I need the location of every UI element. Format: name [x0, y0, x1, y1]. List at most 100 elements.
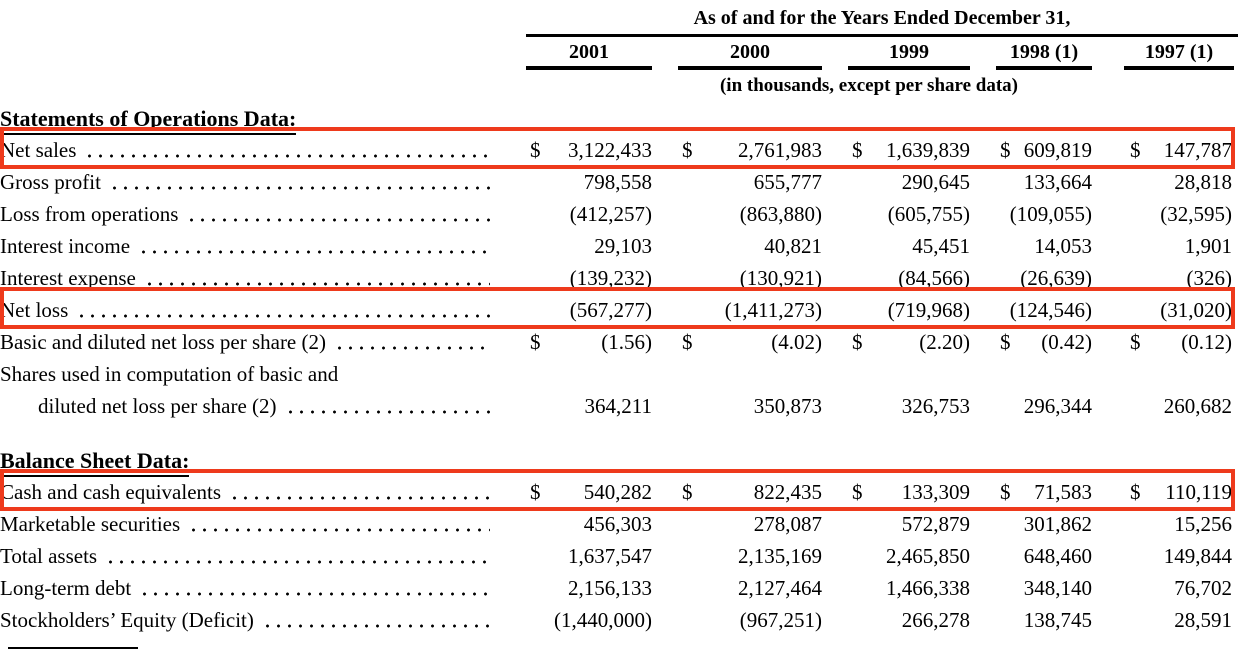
table-cell: (326)	[1092, 262, 1238, 294]
table-cell: (1,411,273)	[652, 294, 822, 326]
dollar-sign: $	[852, 480, 863, 504]
cell-value: 296,344	[1023, 394, 1092, 418]
cell-value: (1,411,273)	[724, 298, 822, 322]
table-cell: $ (0.12)	[1092, 326, 1238, 358]
table-row: diluted net loss per share (2) 364,211 3…	[0, 390, 1238, 422]
cell-value: 76,702	[1174, 576, 1232, 600]
cell-value: (32,595)	[1160, 202, 1232, 226]
cell-value: 822,435	[753, 480, 822, 504]
cell-value: 71,583	[1034, 480, 1092, 504]
row-label: Cash and cash equivalents	[0, 480, 222, 504]
year-column-header: 1999	[822, 37, 970, 70]
cell-value: 290,645	[901, 170, 970, 194]
cell-value: 648,460	[1023, 544, 1092, 568]
year-label: 2001	[526, 37, 652, 70]
table-cell: 28,591	[1092, 604, 1238, 636]
row-label: Stockholders’ Equity (Deficit)	[0, 608, 254, 632]
table-cell: $ 822,435	[652, 476, 822, 508]
table-cell: 149,844	[1092, 540, 1238, 572]
row-label: Basic and diluted net loss per share (2)	[0, 330, 326, 354]
table-row: Net loss (567,277) (1,411,273) (719,968)…	[0, 287, 1238, 329]
cell-value: 1,466,338	[886, 576, 970, 600]
table-cell: 2,135,169	[652, 540, 822, 572]
table-cell: (412,257)	[500, 198, 652, 230]
table-cell: (109,055)	[970, 198, 1092, 230]
table-cell: (605,755)	[822, 198, 970, 230]
cell-value: 456,303	[583, 512, 652, 536]
table-cell: $ 71,583	[970, 476, 1092, 508]
cell-value: (84,566)	[898, 266, 970, 290]
table-cell: 1,637,547	[500, 540, 652, 572]
cell-value: 110,119	[1165, 480, 1232, 504]
cell-value: 45,451	[912, 234, 970, 258]
cell-value: 2,127,464	[738, 576, 822, 600]
cell-value: 138,745	[1023, 608, 1092, 632]
dot-leader	[284, 390, 490, 422]
dot-leader	[76, 294, 490, 326]
row-label: Net sales	[0, 138, 77, 162]
cell-value: 28,818	[1174, 170, 1232, 194]
cell-value: 798,558	[583, 170, 652, 194]
dot-leader	[105, 540, 490, 572]
table-cell: (32,595)	[1092, 198, 1238, 230]
table-cell: (124,546)	[970, 294, 1092, 326]
table-cell: 138,745	[970, 604, 1092, 636]
cell-value: 15,256	[1174, 512, 1232, 536]
dollar-sign: $	[852, 330, 863, 354]
table-cell: (84,566)	[822, 262, 970, 294]
table-cell: 1,901	[1092, 230, 1238, 262]
table-row: Basic and diluted net loss per share (2)…	[0, 326, 1238, 358]
table-cell: (719,968)	[822, 294, 970, 326]
year-column-header: 1998 (1)	[970, 37, 1092, 70]
cell-value: 29,103	[594, 234, 652, 258]
cell-value: 133,309	[901, 480, 970, 504]
cell-value: 3,122,433	[568, 138, 652, 162]
table-row: Loss from operations (412,257) (863,880)…	[0, 198, 1238, 230]
table-row: Stockholders’ Equity (Deficit) (1,440,00…	[0, 604, 1238, 636]
table-title: As of and for the Years Ended December 3…	[526, 6, 1238, 37]
dollar-sign: $	[1000, 480, 1011, 504]
year-label: 1998 (1)	[996, 37, 1092, 70]
row-label: Marketable securities	[0, 512, 181, 536]
dot-leader	[188, 508, 490, 540]
cell-value: 149,844	[1163, 544, 1232, 568]
cell-value: 40,821	[764, 234, 822, 258]
table-cell: 2,465,850	[822, 540, 970, 572]
year-label: 2000	[678, 37, 822, 70]
table-cell: 350,873	[652, 390, 822, 422]
dot-leader	[229, 476, 490, 508]
cell-value: (1.56)	[601, 330, 652, 354]
table-cell: $ (2.20)	[822, 326, 970, 358]
table-cell: (967,251)	[652, 604, 822, 636]
table-cell: 348,140	[970, 572, 1092, 604]
cell-value: 133,664	[1023, 170, 1092, 194]
row-label: Gross profit	[0, 170, 101, 194]
row-label: diluted net loss per share (2)	[38, 394, 277, 418]
row-label: Loss from operations	[0, 202, 179, 226]
dollar-sign: $	[530, 138, 541, 162]
dot-leader	[186, 198, 490, 230]
cell-value: 2,465,850	[886, 544, 970, 568]
cell-value: 14,053	[1034, 234, 1092, 258]
section: Statements of Operations Data: Net sales…	[0, 106, 1238, 422]
cell-value: 1,637,547	[568, 544, 652, 568]
cell-value: (326)	[1186, 266, 1233, 290]
dollar-sign: $	[1130, 480, 1141, 504]
dollar-sign: $	[682, 138, 693, 162]
cell-value: (4.02)	[771, 330, 822, 354]
table-cell: 133,664	[970, 166, 1092, 198]
table-cell: 296,344	[970, 390, 1092, 422]
cell-value: 348,140	[1023, 576, 1092, 600]
section-heading: Balance Sheet Data:	[0, 448, 1238, 477]
table-cell: $ 110,119	[1092, 476, 1238, 508]
table-cell: (139,232)	[500, 262, 652, 294]
table-cell: 2,156,133	[500, 572, 652, 604]
cell-value: 1,901	[1184, 234, 1232, 258]
year-column-header: 1997 (1)	[1092, 37, 1238, 70]
table-cell: 29,103	[500, 230, 652, 262]
table-cell: 326,753	[822, 390, 970, 422]
cell-value: 540,282	[583, 480, 652, 504]
table-cell: 572,879	[822, 508, 970, 540]
cell-value: 350,873	[753, 394, 822, 418]
table-cell: (130,921)	[652, 262, 822, 294]
